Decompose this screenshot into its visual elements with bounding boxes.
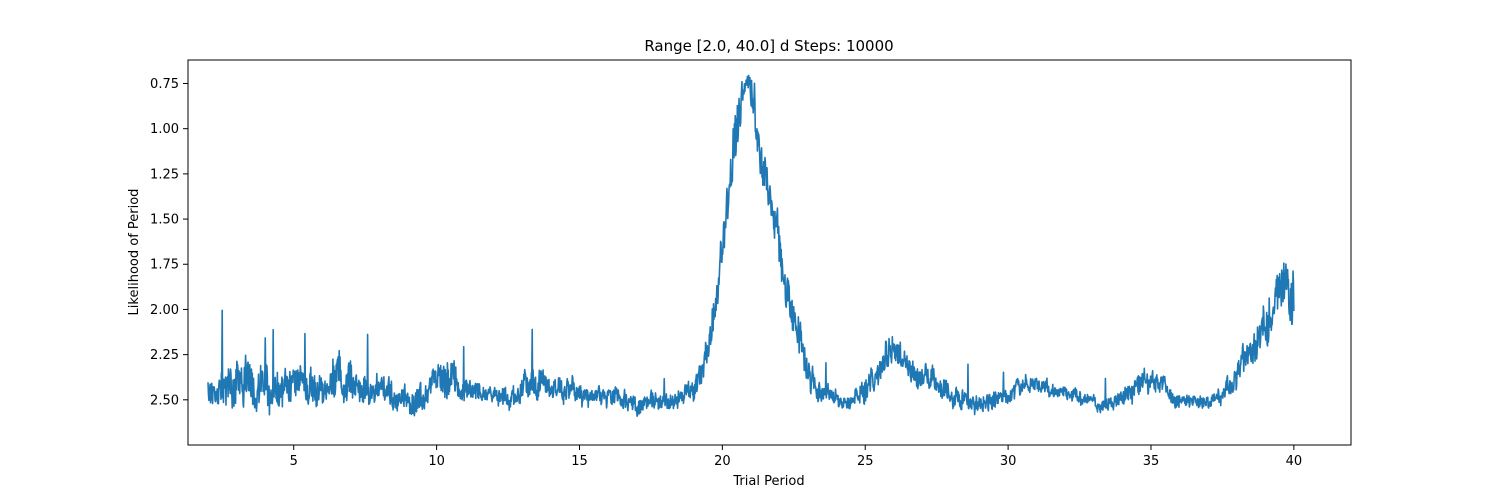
plot-area <box>207 74 1295 417</box>
y-tick-label: 1.25 <box>150 167 179 182</box>
axes-frame <box>187 59 1352 446</box>
y-tick-label: 0.75 <box>150 77 179 92</box>
x-axis-label: Trial Period <box>732 474 804 489</box>
y-tick-label: 2.25 <box>150 348 179 363</box>
y-axis-label: Likelihood of Period <box>127 189 142 316</box>
x-tick-label: 40 <box>1286 454 1303 469</box>
series-0-line <box>207 74 1295 417</box>
x-axis: 5 10 15 20 25 30 35 40 <box>290 445 1303 469</box>
x-tick-label: 25 <box>857 454 874 469</box>
y-tick-label: 1.50 <box>150 213 179 228</box>
x-tick-label: 30 <box>1000 454 1017 469</box>
y-tick-label: 2.00 <box>150 303 179 318</box>
y-tick-label: 1.75 <box>150 258 179 273</box>
x-tick-label: 20 <box>714 454 731 469</box>
x-tick-label: 5 <box>290 454 298 469</box>
y-tick-label: 2.50 <box>150 393 179 408</box>
chart-title: Range [2.0, 40.0] d Steps: 10000 <box>644 37 893 55</box>
x-tick-label: 10 <box>428 454 445 469</box>
y-axis: 0.75 1.00 1.25 1.50 1.75 2.00 2.25 2.50 <box>150 77 188 408</box>
x-tick-label: 15 <box>571 454 588 469</box>
y-tick-label: 1.00 <box>150 122 179 137</box>
x-tick-label: 35 <box>1143 454 1160 469</box>
